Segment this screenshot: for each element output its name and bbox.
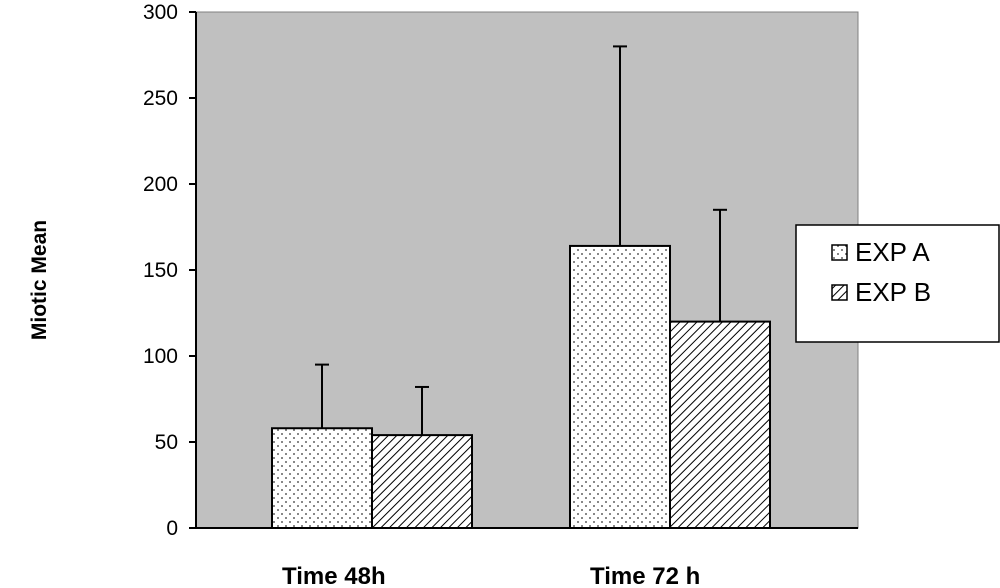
- legend-swatch: [831, 244, 848, 261]
- category-label: Time 72 h: [590, 563, 700, 588]
- legend-box: [795, 224, 1000, 343]
- legend: EXP A EXP B: [795, 224, 1000, 343]
- y-axis-label: Miotic Mean: [28, 220, 51, 340]
- y-tick-label: 300: [143, 1, 178, 24]
- x-axis-labels: Time 48h Time 72 h: [282, 563, 700, 588]
- y-tick-label: 50: [155, 431, 178, 454]
- bars: [271, 244, 771, 529]
- error-bars: [315, 45, 727, 436]
- y-tick-label: 200: [143, 173, 178, 196]
- y-tick-label: 0: [166, 517, 178, 540]
- bar-exp-a-1: [271, 427, 373, 529]
- bar-exp-b-1: [371, 434, 473, 529]
- category-label: Time 48h: [282, 563, 386, 588]
- bar-exp-a-2: [569, 244, 671, 529]
- bar-exp-b-2: [669, 320, 771, 529]
- legend-label: EXP A: [855, 237, 930, 267]
- legend-swatch: [831, 284, 848, 301]
- y-tick-label: 150: [143, 259, 178, 282]
- y-tick-label: 250: [143, 87, 178, 110]
- legend-label: EXP B: [855, 277, 931, 307]
- y-tick-label: 100: [143, 345, 178, 368]
